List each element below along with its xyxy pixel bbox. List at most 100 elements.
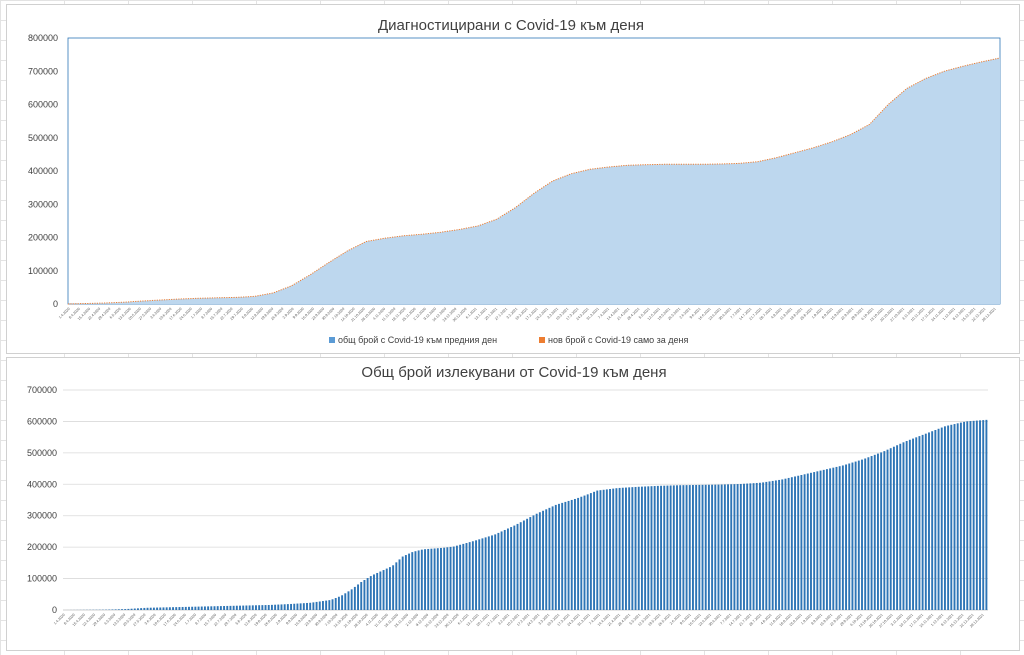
bar <box>373 574 375 610</box>
bar <box>768 481 771 610</box>
bar <box>203 606 206 610</box>
bar <box>953 424 956 610</box>
bar <box>350 589 353 610</box>
bar <box>165 607 168 610</box>
legend-swatch-new <box>539 337 545 343</box>
y-tick-label: 700000 <box>28 66 58 76</box>
bar <box>755 482 758 610</box>
bar <box>848 463 851 610</box>
bar <box>302 603 305 610</box>
bar <box>870 456 873 610</box>
bar <box>124 609 127 610</box>
bar <box>334 598 337 610</box>
bar <box>695 484 698 610</box>
bar <box>121 609 123 610</box>
bar <box>325 600 328 610</box>
bar <box>829 468 832 610</box>
bar <box>928 432 930 610</box>
y-tick-label: 100000 <box>27 574 57 584</box>
chart-diagnosed-legend: общ брой с Covid-19 към предния ден нов … <box>329 335 689 345</box>
bar <box>822 469 825 610</box>
bar <box>596 490 599 610</box>
bar <box>315 601 318 610</box>
bar <box>366 578 369 610</box>
bar <box>621 487 624 610</box>
bar <box>618 487 621 610</box>
bar <box>452 546 455 610</box>
bar <box>752 483 755 610</box>
bar <box>943 426 946 610</box>
bar <box>956 423 959 610</box>
bar <box>892 446 895 610</box>
bar <box>146 607 149 610</box>
bar <box>631 487 634 610</box>
bar <box>542 510 544 610</box>
bar <box>207 606 210 610</box>
bar <box>589 493 592 610</box>
bar <box>905 441 908 610</box>
bar <box>258 605 261 610</box>
bar <box>235 605 238 610</box>
bar <box>609 489 611 610</box>
bar <box>309 602 312 610</box>
bar <box>245 605 248 610</box>
bar <box>255 605 257 610</box>
bar <box>538 512 541 610</box>
bar <box>819 470 822 610</box>
bar <box>762 482 765 610</box>
legend-label-total: общ брой с Covid-19 към предния ден <box>338 335 497 345</box>
bar <box>602 489 605 610</box>
bar <box>357 584 359 610</box>
bar <box>353 586 356 610</box>
bar <box>644 486 647 610</box>
bar <box>688 485 691 610</box>
chart-recovered: Общ брой излекувани от Covid-19 към деня… <box>27 364 988 628</box>
bar <box>650 486 653 610</box>
bar <box>318 601 321 610</box>
bar <box>781 479 784 610</box>
bar <box>707 484 710 610</box>
y-tick-label: 500000 <box>28 133 58 143</box>
y-tick-label: 400000 <box>27 479 57 489</box>
bar <box>682 485 685 610</box>
bar <box>455 545 458 610</box>
bar <box>679 485 682 610</box>
bar <box>264 605 267 610</box>
bar <box>896 445 899 610</box>
bar <box>832 467 835 610</box>
y-tick-label: 0 <box>53 299 58 309</box>
chart-recovered-panel[interactable]: Общ брой излекувани от Covid-19 към деня… <box>6 357 1020 651</box>
bar <box>296 603 299 610</box>
chart-diagnosed-panel[interactable]: Диагностицирани с Covid-19 към деня 0 100… <box>6 4 1020 354</box>
bar <box>704 484 707 610</box>
bar <box>178 607 181 610</box>
bar <box>975 420 978 610</box>
bar <box>277 604 280 610</box>
bar <box>494 534 497 610</box>
bar <box>322 601 324 610</box>
bar <box>803 474 806 610</box>
bar <box>867 457 870 610</box>
bar <box>647 486 650 610</box>
bar <box>443 547 446 610</box>
bar-series-recovered <box>66 419 988 610</box>
bar <box>873 454 876 610</box>
bar <box>156 607 159 610</box>
bar <box>845 464 848 610</box>
bar <box>886 449 889 610</box>
bar <box>733 484 736 610</box>
bar <box>899 443 902 610</box>
bar <box>969 421 972 610</box>
bar <box>465 543 468 610</box>
bar <box>784 478 787 610</box>
bar <box>143 607 146 610</box>
bar <box>219 606 222 610</box>
bar <box>408 553 411 610</box>
chart-diagnosed: Диагностицирани с Covid-19 към деня 0 100… <box>28 17 1001 345</box>
bar <box>937 428 940 610</box>
bar <box>717 484 720 610</box>
bar <box>720 484 723 610</box>
bar <box>513 525 516 610</box>
bar <box>924 433 927 610</box>
bar <box>188 606 190 610</box>
